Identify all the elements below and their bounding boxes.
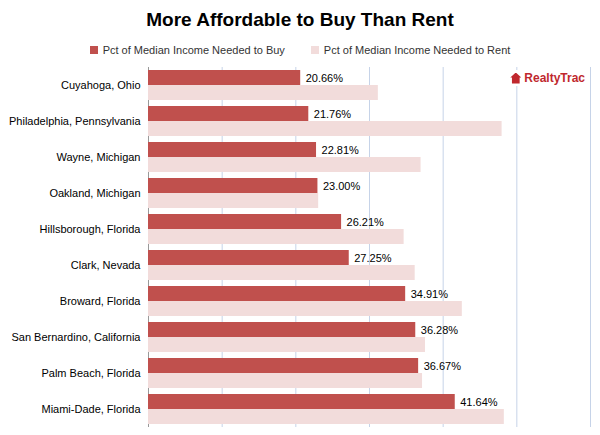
svg-text:36.28%: 36.28%: [421, 324, 459, 336]
svg-text:22.81%: 22.81%: [322, 144, 360, 156]
svg-text:23.00%: 23.00%: [323, 180, 361, 192]
svg-text:San Bernardino, California: San Bernardino, California: [11, 331, 141, 343]
svg-text:Cuyahoga, Ohio: Cuyahoga, Ohio: [61, 79, 141, 91]
svg-text:Palm Beach, Florida: Palm Beach, Florida: [41, 367, 141, 379]
html-text:RealtyTrac: RealtyTrac: [524, 71, 585, 85]
svg-text:Hillsborough, Florida: Hillsborough, Florida: [40, 223, 142, 235]
svg-text:Broward, Florida: Broward, Florida: [60, 295, 142, 307]
svg-text:27.25%: 27.25%: [354, 252, 392, 264]
svg-text:Clark, Nevada: Clark, Nevada: [71, 259, 142, 271]
svg-text:34.91%: 34.91%: [411, 288, 449, 300]
svg-text:21.76%: 21.76%: [314, 108, 352, 120]
html-text:More Affordable to Buy Than Re: More Affordable to Buy Than Rent: [146, 9, 454, 30]
svg-text:36.67%: 36.67%: [424, 360, 462, 372]
html-text:Pct of Median Income Needed to: Pct of Median Income Needed to Rent: [323, 44, 511, 56]
svg-text:41.64%: 41.64%: [460, 396, 498, 408]
svg-text:Philadelphia, Pennsylvania: Philadelphia, Pennsylvania: [9, 115, 141, 127]
svg-text:Oakland, Michigan: Oakland, Michigan: [49, 187, 140, 199]
svg-text:26.21%: 26.21%: [347, 216, 385, 228]
svg-text:Miami-Dade, Florida: Miami-Dade, Florida: [41, 403, 141, 415]
svg-text:Wayne, Michigan: Wayne, Michigan: [57, 151, 141, 163]
html-text:Pct of Median Income Needed to: Pct of Median Income Needed to Buy: [102, 44, 285, 56]
svg-text:20.66%: 20.66%: [306, 72, 344, 84]
